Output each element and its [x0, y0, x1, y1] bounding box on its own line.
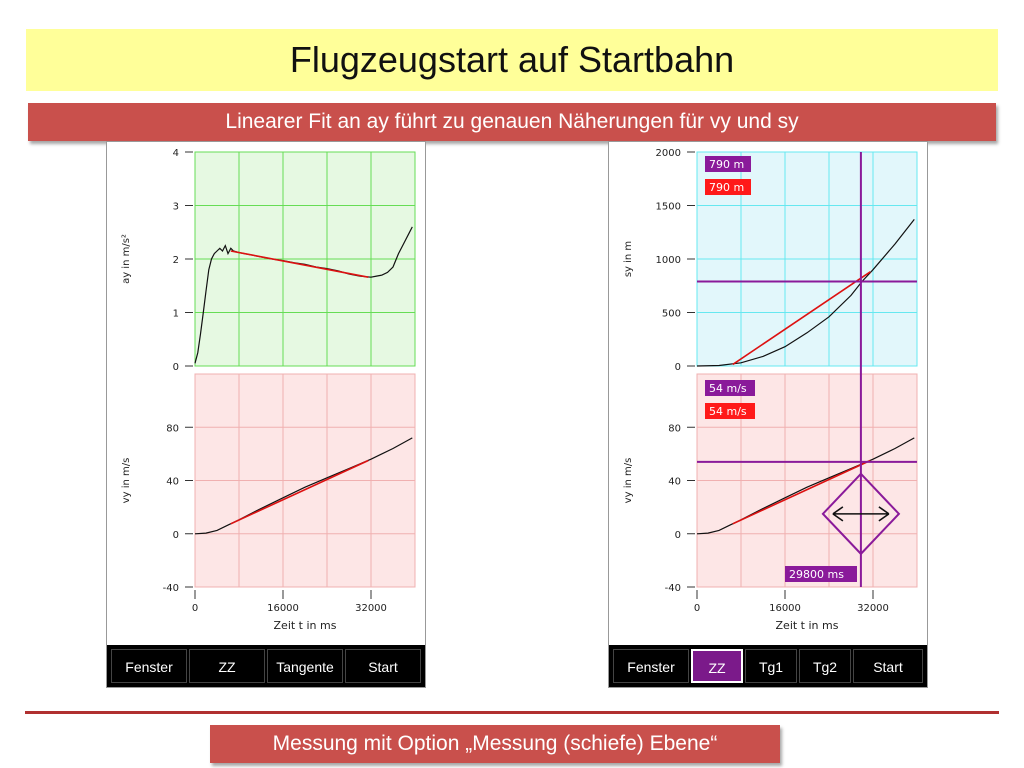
right-tg2-button[interactable]: Tg2: [799, 649, 851, 683]
drag-handle-diamond-icon[interactable]: [821, 472, 901, 556]
left-bottom-chart-measured-line: [194, 437, 413, 535]
right-bottom-chart-fit-line: [732, 459, 871, 525]
subtitle-text: Linearer Fit an ay führt zu genauen Nähe…: [225, 110, 799, 133]
right-top-chart-tick-label: 500: [662, 309, 681, 320]
right-bottom-chart-tick-label: 40: [668, 477, 681, 488]
left-bottom-chart-tick-label: 0: [173, 530, 179, 541]
left-app-panel: 0 1 2 3 4 ay in m/s² -40 0 40 80 vy in m/s 0 16000 32…: [106, 141, 426, 688]
right-plot-area: 0 500 1000 1500 2000 sy in m -40 0 40 80 vy in m/s…: [623, 148, 918, 632]
left-fenster-button[interactable]: Fenster: [111, 649, 187, 683]
left-x-tick-label: 0: [192, 603, 198, 614]
right-bottom-chart-ylabel: vy in m/s: [623, 458, 634, 504]
right-app-panel: 0 500 1000 1500 2000 sy in m -40 0 40 80 vy in m/s…: [608, 141, 928, 688]
title-bar: Flugzeugstart auf Startbahn: [26, 29, 998, 91]
right-bottom-chart-tick-label: 0: [675, 530, 681, 541]
vy-readout-red-bg: [705, 403, 755, 419]
left-top-chart-tick-label: 0: [173, 362, 179, 373]
footer-divider: [25, 711, 999, 714]
time-readout-bg: [785, 566, 857, 582]
right-x-tick-label: 32000: [857, 603, 889, 614]
right-top-chart-tick-label: 1500: [656, 202, 681, 213]
left-top-chart-tick-label: 2: [173, 255, 179, 266]
subtitle-banner: Linearer Fit an ay führt zu genauen Nähe…: [28, 103, 996, 141]
left-x-axis-label: Zeit t in ms: [274, 619, 337, 632]
right-start-button[interactable]: Start: [853, 649, 923, 683]
right-bottom-chart-tick-label: 80: [668, 423, 681, 434]
left-plot-area: 0 1 2 3 4 ay in m/s² -40 0 40 80 vy in m/s 0 16000 32…: [121, 148, 416, 632]
left-bottom-chart-fit-line: [230, 459, 369, 525]
slide-title: Flugzeugstart auf Startbahn: [289, 39, 735, 80]
right-x-tick-label: 0: [694, 603, 700, 614]
vy-readout-purple-bg: [705, 380, 755, 396]
double-arrow-icon: [832, 506, 890, 522]
left-x-tick-label: 32000: [355, 603, 387, 614]
left-x-tick-label: 16000: [267, 603, 299, 614]
right-top-chart-tick-label: 2000: [656, 148, 681, 159]
sy-readout-purple: 790 m: [709, 158, 744, 171]
time-readout: 29800 ms: [789, 568, 844, 581]
sy-readout-red: 790 m: [709, 181, 744, 194]
left-zz-button[interactable]: ZZ: [189, 649, 265, 683]
left-top-chart-tick-label: 3: [173, 202, 179, 213]
right-fenster-button[interactable]: Fenster: [613, 649, 689, 683]
left-button-bar: Fenster ZZ Tangente Start: [107, 645, 425, 687]
right-bottom-chart-tick-label: -40: [665, 583, 681, 594]
vy-readout-purple: 54 m/s: [709, 382, 747, 395]
right-top-chart-measured-line: [696, 219, 915, 367]
right-top-chart-fit-line: [732, 271, 871, 366]
left-top-chart-ylabel: ay in m/s²: [121, 234, 132, 284]
left-bottom-chart-tick-label: -40: [163, 583, 179, 594]
right-button-bar: Fenster ZZ Tg1 Tg2 Start: [609, 645, 927, 687]
sy-readout-purple-bg: [705, 156, 751, 172]
left-bottom-chart-tick-label: 80: [166, 423, 179, 434]
right-x-axis-label: Zeit t in ms: [776, 619, 839, 632]
right-top-chart-ylabel: sy in m: [623, 241, 634, 277]
right-tg1-button[interactable]: Tg1: [745, 649, 797, 683]
left-bottom-chart-tick-label: 40: [166, 477, 179, 488]
left-tangente-button[interactable]: Tangente: [267, 649, 343, 683]
right-top-chart-tick-label: 1000: [656, 255, 681, 266]
left-top-chart-fit-line: [230, 250, 369, 278]
right-bottom-chart-measured-line: [696, 437, 915, 535]
left-start-button[interactable]: Start: [345, 649, 421, 683]
right-x-tick-label: 16000: [769, 603, 801, 614]
footer-text: Messung mit Option „Messung (schiefe) Eb…: [272, 732, 718, 755]
vy-readout-red: 54 m/s: [709, 405, 747, 418]
footer-banner: Messung mit Option „Messung (schiefe) Eb…: [210, 725, 780, 763]
right-top-chart-tick-label: 0: [675, 362, 681, 373]
left-bottom-chart-ylabel: vy in m/s: [121, 458, 132, 504]
left-top-chart-tick-label: 1: [173, 309, 179, 320]
left-top-chart-tick-label: 4: [173, 148, 179, 159]
right-zz-button[interactable]: ZZ: [691, 649, 743, 683]
sy-readout-red-bg: [705, 179, 751, 195]
